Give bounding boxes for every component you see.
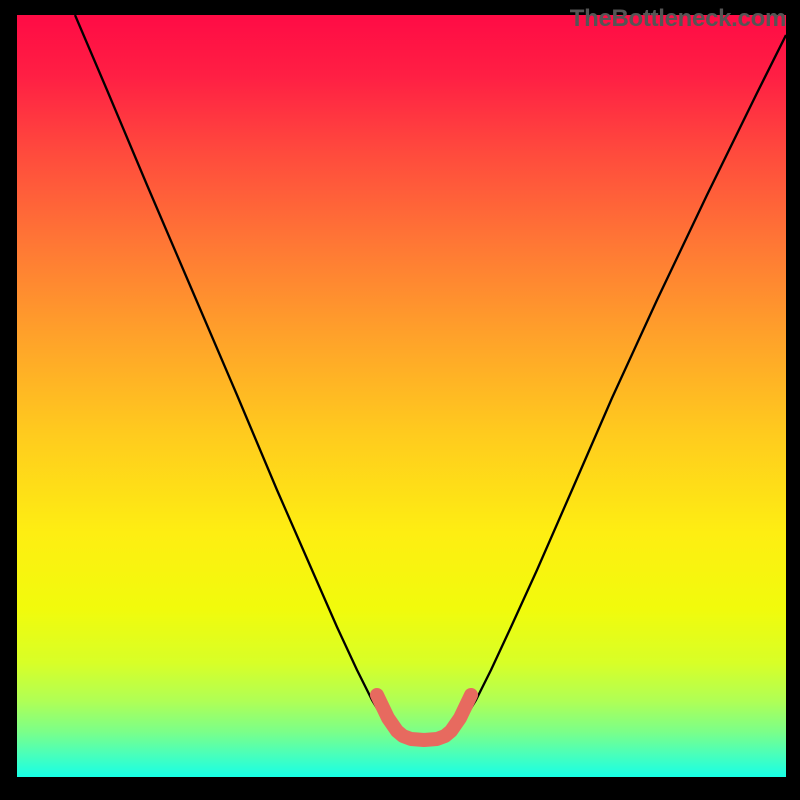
gradient-background [17,15,786,777]
chart-container: TheBottleneck.com [0,0,800,800]
chart-svg [17,15,786,777]
watermark-text: TheBottleneck.com [570,5,786,33]
frame-bottom [0,777,800,800]
frame-left [0,0,17,800]
plot-area [17,15,786,777]
frame-right [786,0,800,800]
